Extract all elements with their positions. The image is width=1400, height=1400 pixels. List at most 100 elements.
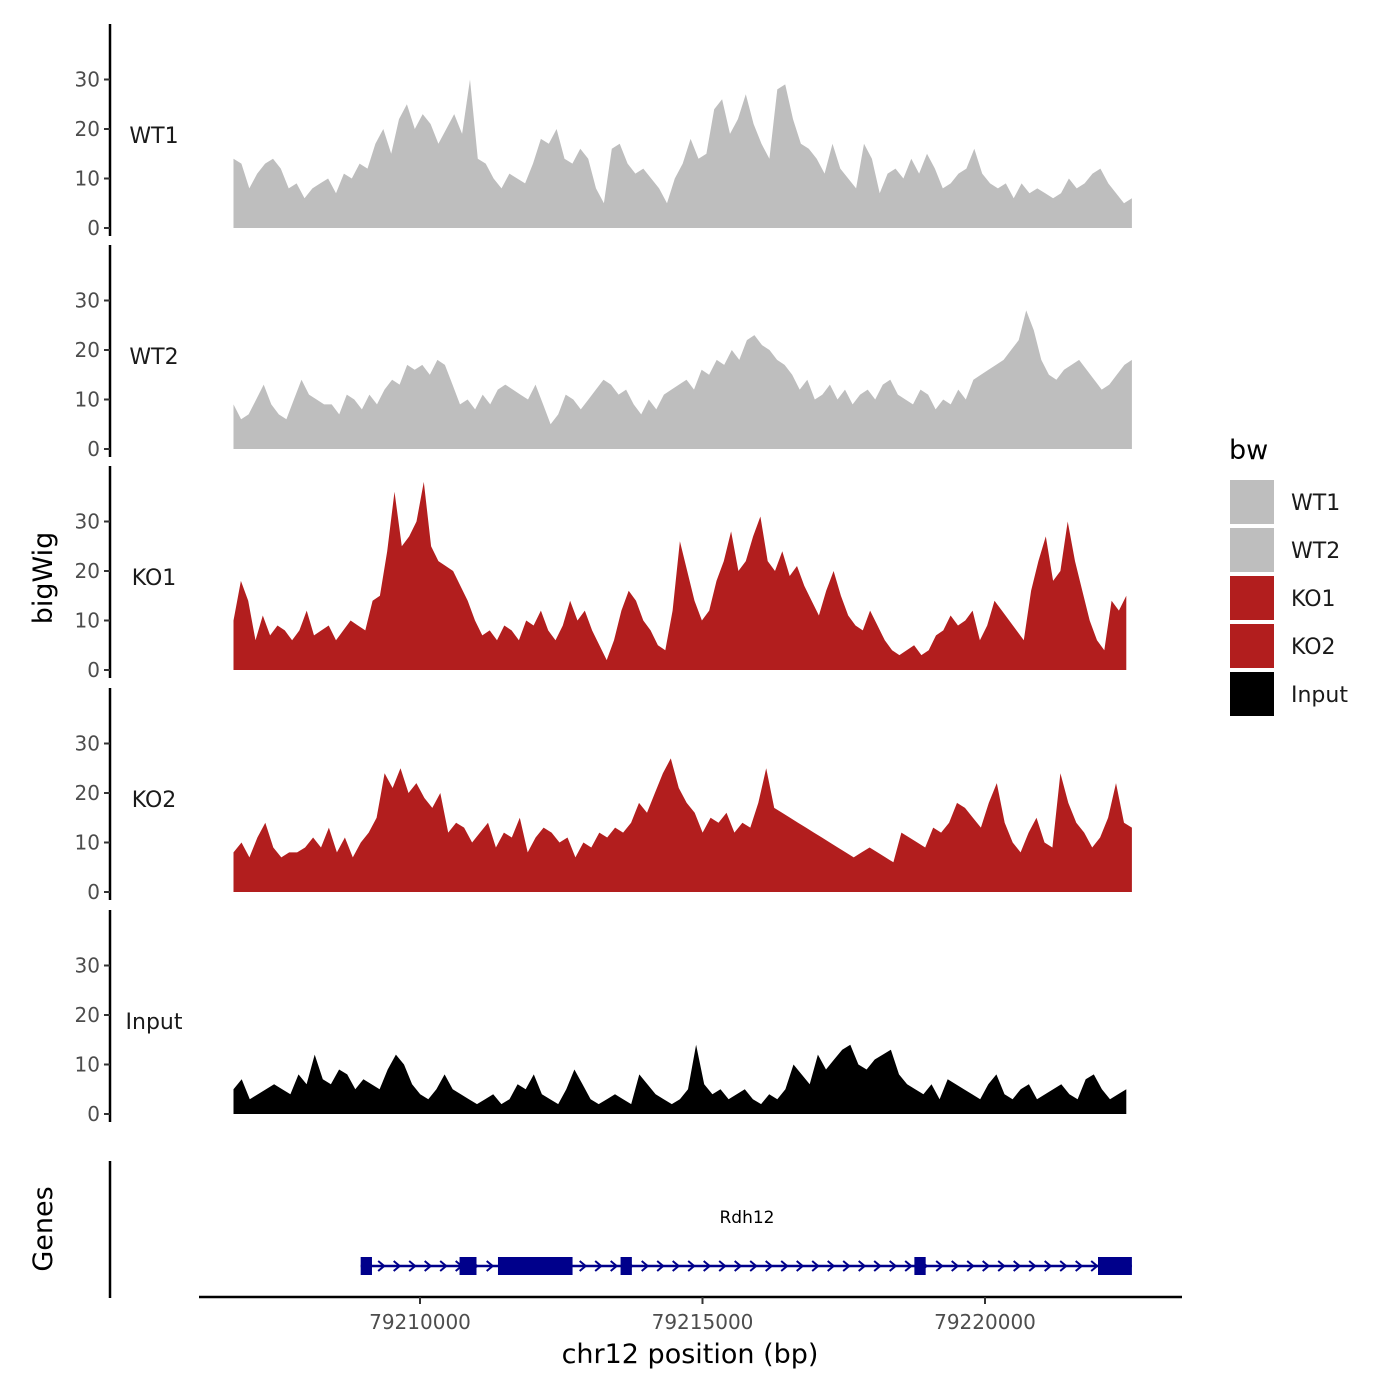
y-tick-label: 10 xyxy=(75,831,100,855)
strand-arrow xyxy=(858,1260,867,1272)
strand-arrow xyxy=(873,1260,882,1272)
legend-title: bw xyxy=(1229,435,1268,466)
x-axis-ticks: 79210000 79215000 79220000 xyxy=(369,1297,1036,1334)
x-tick-label: 79220000 xyxy=(934,1310,1036,1334)
track-label: WT2 xyxy=(129,345,178,370)
track-wt2: 0 10 20 30 WT2 xyxy=(75,245,1132,461)
legend-label: KO2 xyxy=(1291,635,1336,660)
legend-item-wt2: WT2 xyxy=(1230,528,1340,572)
signal-tracks: 0 10 20 30 WT1 0 10 20 30 WT2 0 10 20 30 KO1 0 10 20 30 KO2… xyxy=(75,24,1132,1126)
y-tick-label: 0 xyxy=(87,216,100,240)
y-tick-label: 0 xyxy=(87,658,100,682)
legend-swatch xyxy=(1230,528,1274,572)
strand-arrow xyxy=(749,1260,758,1272)
y-tick-label: 0 xyxy=(87,880,100,904)
legend-swatch xyxy=(1230,672,1274,716)
strand-arrow xyxy=(1044,1260,1053,1272)
gene-exon xyxy=(914,1257,926,1275)
strand-arrow xyxy=(780,1260,789,1272)
y-tick-label: 20 xyxy=(75,781,100,805)
y-axis-title-group: bigWig xyxy=(28,532,59,625)
strand-arrow xyxy=(889,1260,898,1272)
strand-arrow xyxy=(997,1260,1006,1272)
legend: bw WT1 WT2 KO1 KO2 Input xyxy=(1229,435,1348,716)
gene-track-label: Genes xyxy=(28,1186,59,1271)
strand-arrow xyxy=(734,1260,743,1272)
strand-arrow xyxy=(796,1260,805,1272)
track-label: KO2 xyxy=(132,788,177,813)
gene-exon xyxy=(459,1257,477,1275)
strand-arrow xyxy=(703,1260,712,1272)
legend-item-wt1: WT1 xyxy=(1230,480,1340,524)
strand-arrow xyxy=(1059,1260,1068,1272)
legend-item-ko1: KO1 xyxy=(1230,576,1336,620)
gene-exon xyxy=(1098,1257,1132,1275)
legend-label: WT2 xyxy=(1291,539,1340,564)
legend-swatch xyxy=(1230,624,1274,668)
y-tick-label: 20 xyxy=(75,1003,100,1027)
strand-arrow xyxy=(687,1260,696,1272)
strand-arrow xyxy=(656,1260,665,1272)
y-tick-label: 20 xyxy=(75,559,100,583)
track-input: 0 10 20 30 Input xyxy=(75,910,1127,1126)
strand-arrow xyxy=(718,1260,727,1272)
y-axis-title: bigWig xyxy=(28,532,59,625)
strand-arrow xyxy=(982,1260,991,1272)
legend-label: Input xyxy=(1291,683,1348,708)
strand-arrow xyxy=(765,1260,774,1272)
gene-exon xyxy=(360,1257,372,1275)
track-wt1: 0 10 20 30 WT1 xyxy=(75,24,1132,240)
strand-arrow xyxy=(842,1260,851,1272)
track-label: WT1 xyxy=(129,124,178,149)
strand-arrow xyxy=(935,1260,944,1272)
signal-area-ko2 xyxy=(233,758,1132,892)
y-tick-label: 20 xyxy=(75,117,100,141)
x-tick-label: 79210000 xyxy=(369,1310,471,1334)
x-axis-title: chr12 position (bp) xyxy=(562,1339,819,1370)
strand-arrow xyxy=(966,1260,975,1272)
track-ko2: 0 10 20 30 KO2 xyxy=(75,688,1132,904)
strand-arrow xyxy=(393,1260,402,1272)
legend-item-ko2: KO2 xyxy=(1230,624,1336,668)
track-ko1: 0 10 20 30 KO1 xyxy=(75,466,1127,682)
y-tick-label: 0 xyxy=(87,1102,100,1126)
strand-arrow xyxy=(1013,1260,1022,1272)
strand-arrow xyxy=(424,1260,433,1272)
strand-arrow xyxy=(408,1260,417,1272)
strand-arrow xyxy=(377,1260,386,1272)
legend-swatch xyxy=(1230,480,1274,524)
strand-arrow xyxy=(579,1260,588,1272)
strand-arrow xyxy=(1090,1260,1099,1272)
signal-area-ko1 xyxy=(233,481,1127,670)
y-tick-label: 0 xyxy=(87,437,100,461)
y-tick-label: 10 xyxy=(75,609,100,633)
strand-arrow xyxy=(439,1260,448,1272)
signal-area-wt1 xyxy=(233,79,1132,228)
strand-arrow xyxy=(641,1260,650,1272)
y-tick-label: 10 xyxy=(75,167,100,191)
gene-models: Rdh12 xyxy=(360,1208,1132,1275)
gene-name-label: Rdh12 xyxy=(719,1208,774,1228)
strand-arrow xyxy=(904,1260,913,1272)
y-tick-label: 30 xyxy=(75,68,100,92)
strand-arrow xyxy=(811,1260,820,1272)
gene-exon xyxy=(620,1257,632,1275)
strand-arrow xyxy=(486,1260,495,1272)
y-tick-label: 10 xyxy=(75,1053,100,1077)
gene-track: Genes Rdh12 xyxy=(28,1161,1132,1298)
strand-arrow xyxy=(610,1260,619,1272)
signal-area-input xyxy=(233,1044,1127,1114)
legend-label: KO1 xyxy=(1291,587,1336,612)
legend-item-input: Input xyxy=(1230,672,1348,716)
x-tick-label: 79215000 xyxy=(652,1310,754,1334)
strand-arrow xyxy=(594,1260,603,1272)
y-tick-label: 10 xyxy=(75,388,100,412)
strand-arrow xyxy=(1028,1260,1037,1272)
y-tick-label: 30 xyxy=(75,732,100,756)
legend-items: WT1 WT2 KO1 KO2 Input xyxy=(1230,480,1348,716)
strand-arrow xyxy=(827,1260,836,1272)
y-tick-label: 30 xyxy=(75,289,100,313)
legend-label: WT1 xyxy=(1291,491,1340,516)
gene-exon xyxy=(497,1257,573,1275)
